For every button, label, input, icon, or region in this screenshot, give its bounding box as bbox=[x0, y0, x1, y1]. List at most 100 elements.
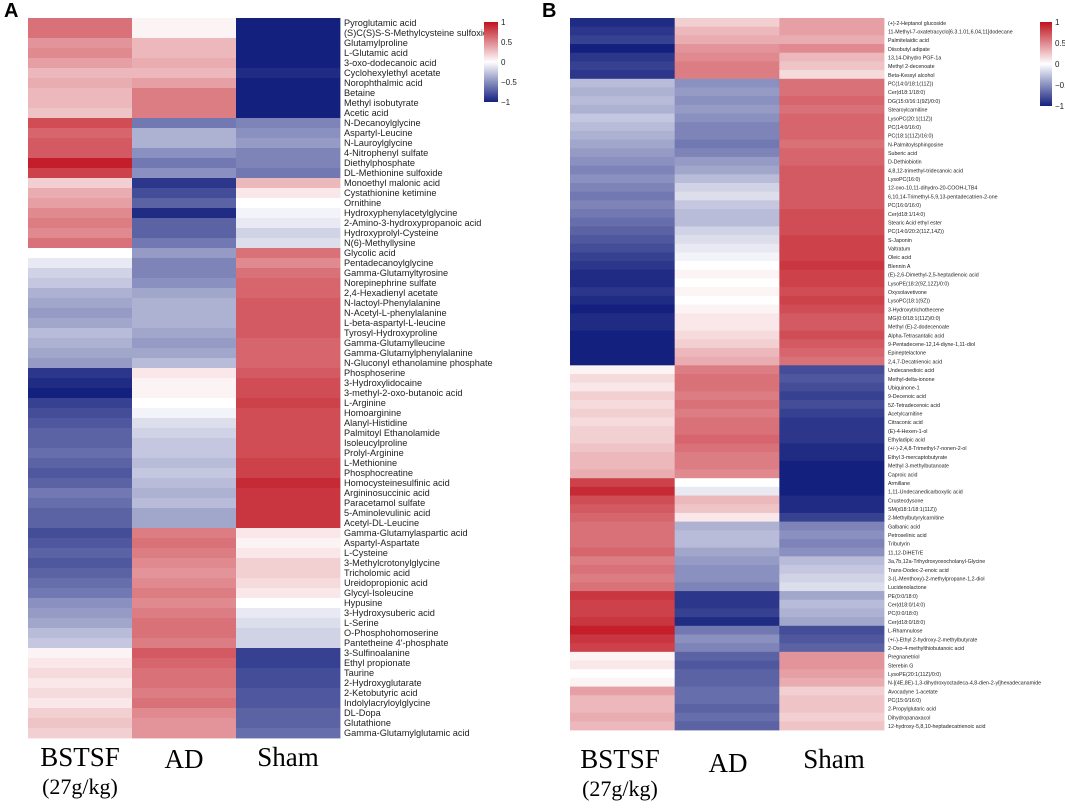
heatmap-cell bbox=[779, 669, 885, 679]
row-label: DL-Methionine sulfoxide bbox=[344, 168, 443, 178]
row-label: 13,14-Dihydro PGF-1a bbox=[888, 56, 941, 62]
heatmap-cell bbox=[674, 400, 780, 410]
heatmap-cell bbox=[779, 313, 885, 323]
heatmap-cell bbox=[674, 686, 780, 696]
heatmap-cell bbox=[132, 338, 237, 349]
heatmap-cell bbox=[236, 338, 341, 349]
heatmap-cell bbox=[132, 198, 237, 209]
heatmap-cell bbox=[674, 712, 780, 722]
heatmap-cell bbox=[28, 28, 133, 39]
heatmap-cell bbox=[28, 98, 133, 109]
heatmap-cell bbox=[674, 235, 780, 245]
heatmap-cell bbox=[28, 258, 133, 269]
heatmap-cell bbox=[570, 625, 676, 635]
heatmap-a: Pyroglutamic acid(S)C(S)S-S-Methylcystei… bbox=[28, 18, 517, 739]
heatmap-cell bbox=[28, 168, 133, 179]
heatmap-cell bbox=[570, 78, 676, 88]
row-label: Methyl isobutyrate bbox=[344, 98, 419, 108]
heatmap-cell bbox=[779, 182, 885, 193]
heatmap-cell bbox=[132, 558, 237, 569]
row-label: Diethylphosphate bbox=[344, 158, 415, 168]
heatmap-cell bbox=[779, 139, 885, 149]
heatmap-cell bbox=[674, 443, 780, 453]
heatmap-cell bbox=[674, 556, 780, 566]
heatmap-cell bbox=[570, 400, 676, 410]
heatmap-cell bbox=[570, 460, 676, 470]
row-label: 4-Nitrophenyl sulfate bbox=[344, 148, 428, 158]
heatmap-cell bbox=[570, 599, 676, 609]
column-label-sham-b: Sham bbox=[803, 744, 865, 774]
row-label: Gamma-Glutamylleucine bbox=[344, 338, 445, 348]
heatmap-cell bbox=[674, 174, 780, 184]
heatmap-cell bbox=[132, 508, 237, 519]
heatmap-cell bbox=[570, 452, 676, 462]
row-label: 3-(L-Menthoxy)-2-methylpropane-1,2-diol bbox=[888, 576, 985, 582]
heatmap-cell bbox=[674, 209, 780, 219]
row-label: Norepinephrine sulfate bbox=[344, 278, 436, 288]
row-label: Palmitelaidic acid bbox=[888, 38, 929, 44]
heatmap-cell bbox=[236, 648, 341, 659]
heatmap-cell bbox=[236, 328, 341, 339]
heatmap-cell bbox=[779, 452, 885, 462]
heatmap-cell bbox=[779, 209, 885, 219]
heatmap-cell bbox=[132, 18, 237, 29]
heatmap-cell bbox=[132, 368, 237, 379]
row-label: PC(14:0/20:2(11Z,14Z)) bbox=[888, 229, 944, 235]
heatmap-cell bbox=[570, 44, 676, 54]
heatmap-cell bbox=[28, 638, 133, 649]
heatmap-cell bbox=[779, 712, 885, 722]
heatmap-cell bbox=[570, 330, 676, 340]
heatmap-cell bbox=[236, 168, 341, 179]
heatmap-cell bbox=[674, 321, 780, 331]
heatmap-cell bbox=[236, 638, 341, 649]
row-label: Phosphoserine bbox=[344, 368, 405, 378]
heatmap-cell bbox=[570, 443, 676, 453]
heatmap-cell bbox=[28, 488, 133, 499]
row-label: PC(18:1(11Z)/16:0) bbox=[888, 134, 933, 140]
heatmap-cell bbox=[132, 718, 237, 729]
heatmap-cell bbox=[570, 217, 676, 227]
heatmap-cell bbox=[28, 58, 133, 69]
heatmap-cell bbox=[236, 548, 341, 559]
heatmap-cell bbox=[570, 295, 676, 305]
heatmap-cell bbox=[28, 598, 133, 609]
row-label: Monoethyl malonic acid bbox=[344, 178, 440, 188]
heatmap-cell bbox=[28, 428, 133, 439]
heatmap-cell bbox=[28, 458, 133, 469]
heatmap-cell bbox=[132, 548, 237, 559]
heatmap-cell bbox=[674, 87, 780, 97]
row-label: DL-Dopa bbox=[344, 708, 382, 718]
heatmap-cell bbox=[779, 269, 885, 279]
heatmap-cell bbox=[236, 58, 341, 69]
heatmap-cell bbox=[132, 538, 237, 549]
heatmap-cell bbox=[236, 588, 341, 599]
heatmap-cell bbox=[236, 368, 341, 379]
heatmap-cell bbox=[674, 200, 780, 210]
heatmap-cell bbox=[570, 52, 676, 62]
heatmap-cell bbox=[28, 188, 133, 199]
heatmap-cell bbox=[570, 651, 676, 661]
heatmap-cell bbox=[570, 304, 676, 314]
heatmap-cell bbox=[779, 426, 885, 436]
row-label: O-Phosphohomoserine bbox=[344, 628, 438, 638]
row-label: Paracetamol sulfate bbox=[344, 498, 425, 508]
row-label: Hypusine bbox=[344, 598, 382, 608]
heatmap-cell bbox=[779, 52, 885, 62]
heatmap-cell bbox=[674, 243, 780, 253]
heatmap-cell bbox=[132, 598, 237, 609]
heatmap-cell bbox=[236, 448, 341, 459]
row-label: Crustecdysone bbox=[888, 498, 923, 504]
row-label: Taurine bbox=[344, 668, 374, 678]
legend-tick-label: 0.5 bbox=[1055, 39, 1065, 48]
row-label: Sterebin G bbox=[888, 663, 913, 669]
heatmap-cell bbox=[779, 304, 885, 314]
heatmap-cell bbox=[570, 382, 676, 392]
heatmap-cell bbox=[674, 382, 780, 392]
row-label: Glutamylproline bbox=[344, 38, 408, 48]
heatmap-cell bbox=[132, 38, 237, 49]
row-label: 2,4-Hexadienyl acetate bbox=[344, 288, 438, 298]
row-label: Betaine bbox=[344, 88, 375, 98]
row-label: Methyl-delta-ionone bbox=[888, 377, 935, 383]
row-label: L-Cysteine bbox=[344, 548, 388, 558]
heatmap-cell bbox=[236, 98, 341, 109]
